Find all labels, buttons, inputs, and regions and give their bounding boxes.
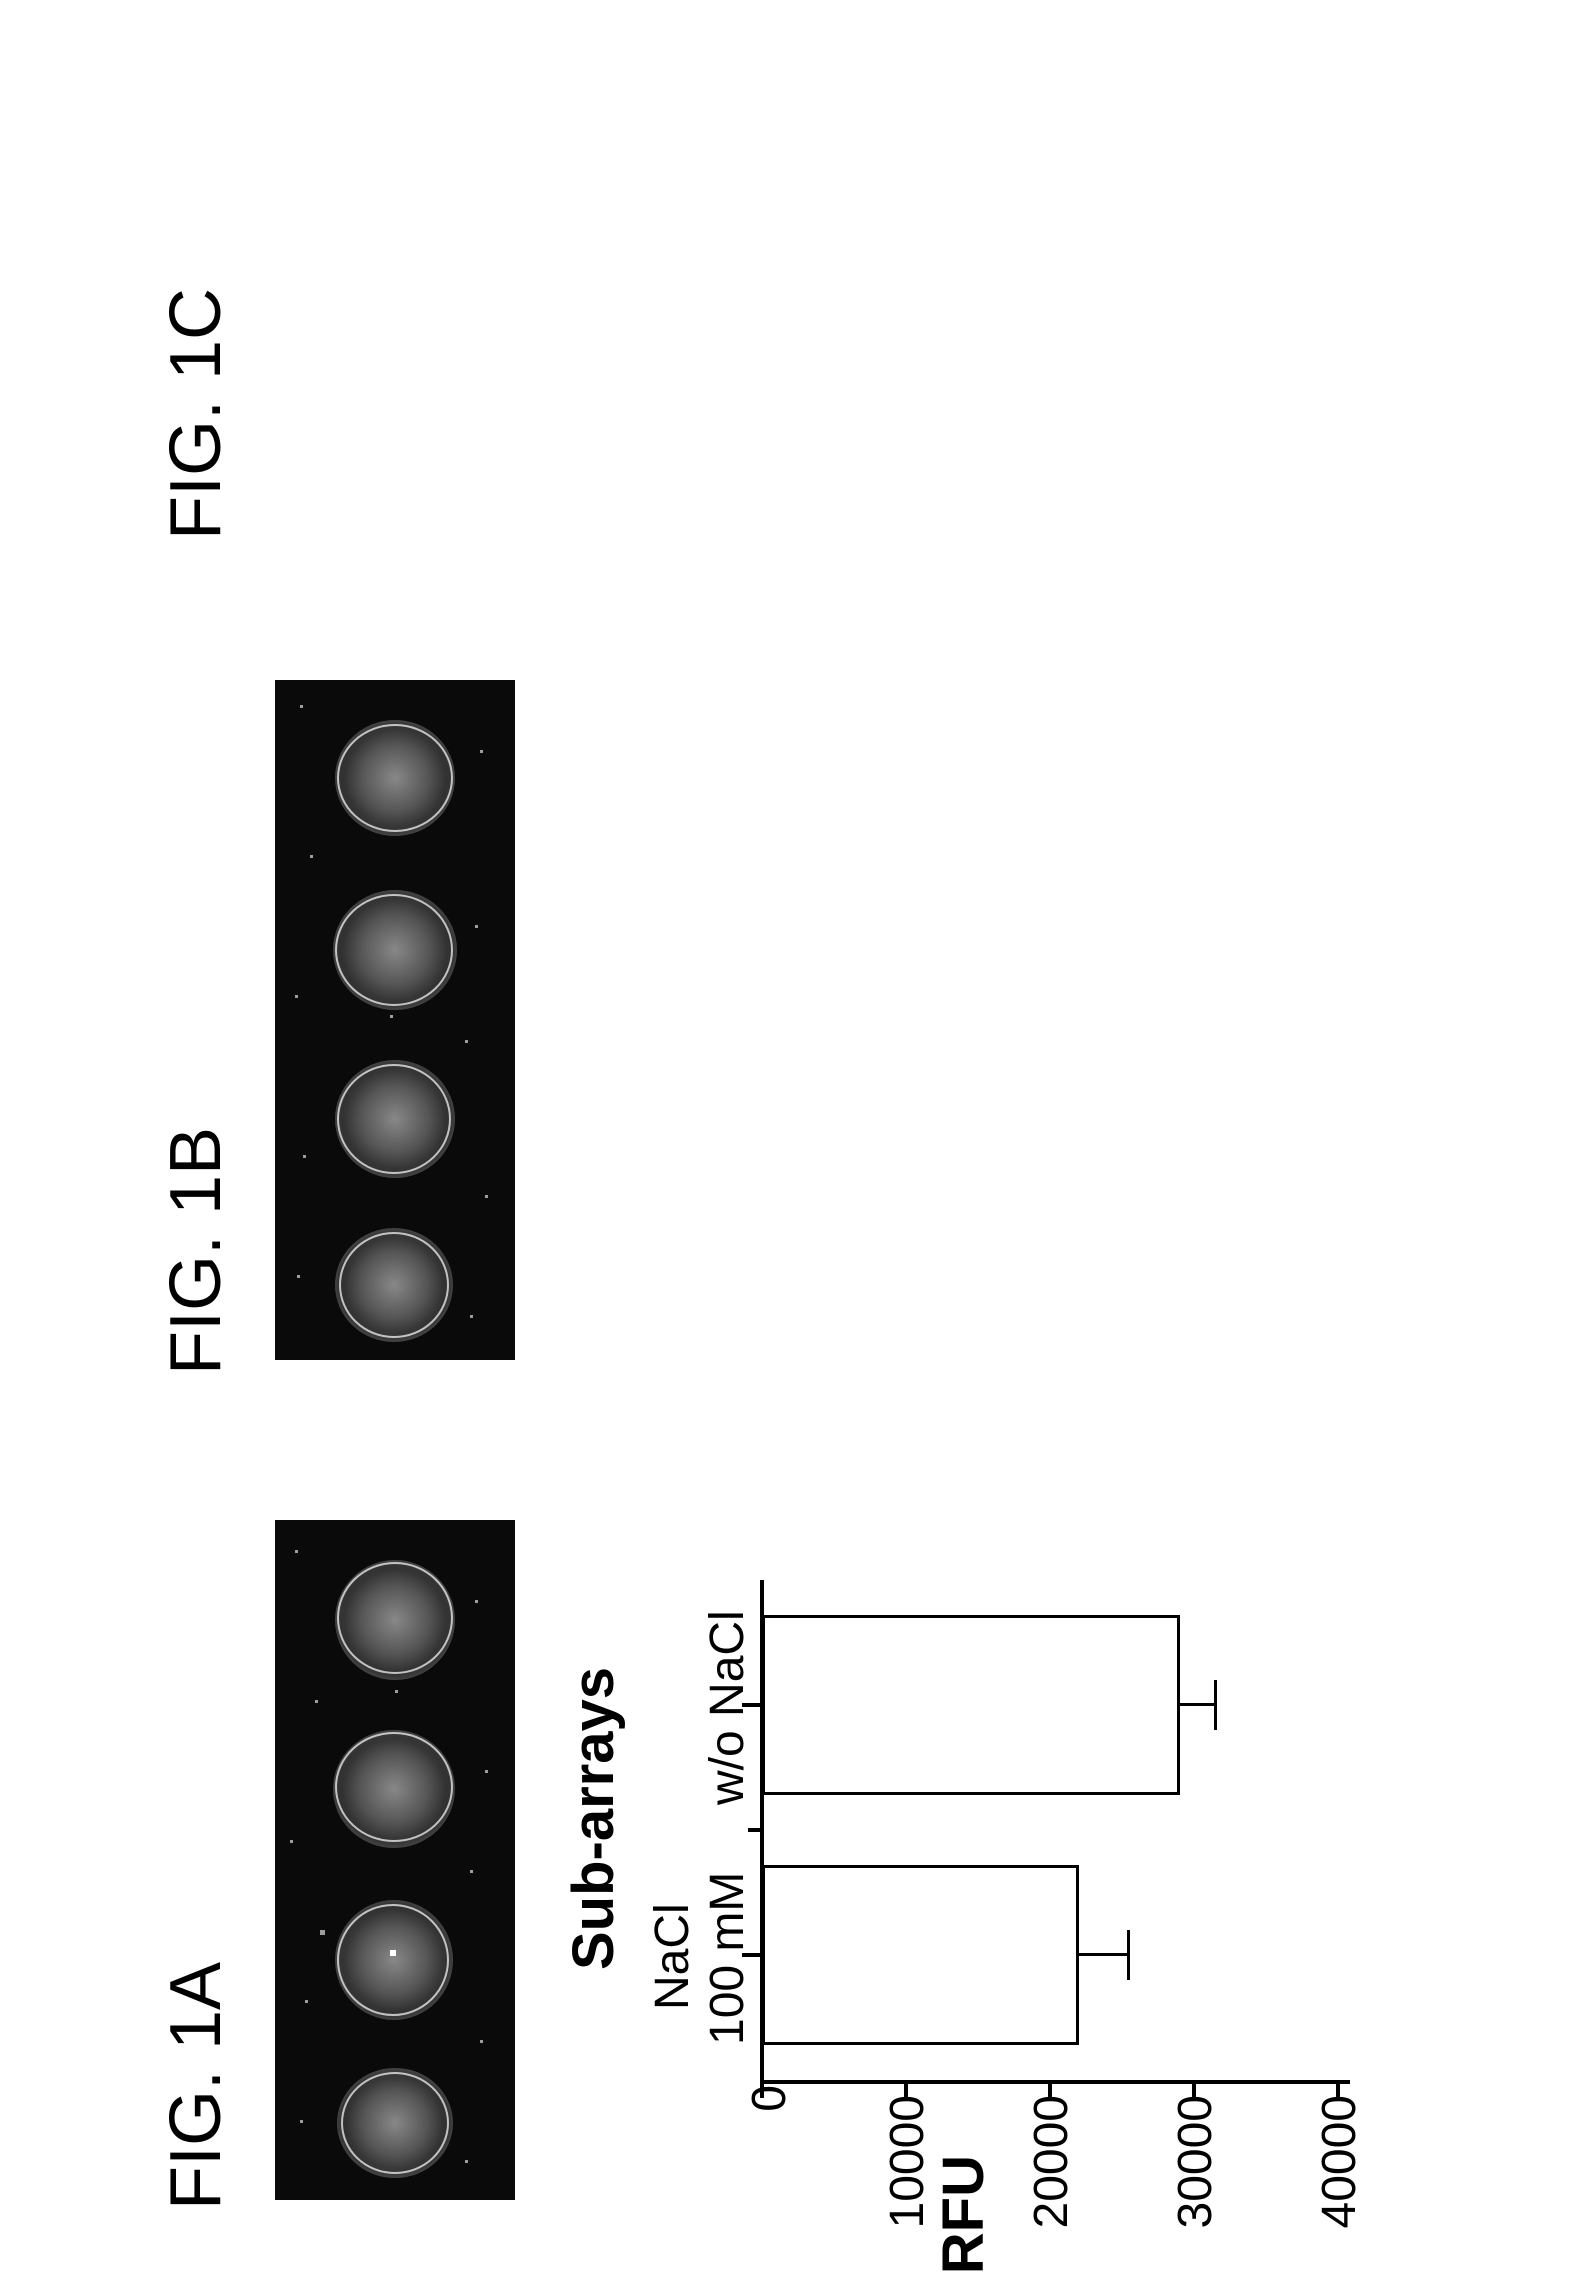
y-tick-label-0: 0 [742, 2085, 797, 2145]
errorbar-2-cap [1214, 1680, 1217, 1730]
bar-100mm-nacl [762, 1865, 1079, 2045]
bar-wo-nacl [762, 1615, 1180, 1795]
x-tick-label-2: w/o NaCl [700, 1610, 755, 1805]
y-axis-line [760, 2080, 1350, 2084]
errorbar-2-stem [1180, 1703, 1216, 1706]
figure-label-1a: FIG. 1A [155, 1962, 237, 2210]
x-axis-title: Sub-arrays [560, 1667, 627, 1970]
y-tick-label-2: 20000 [1024, 2095, 1079, 2255]
y-tick-label-1: 10000 [880, 2095, 935, 2255]
y-axis-title: RFU [930, 2155, 997, 2274]
y-axis-title-text: RFU [931, 2155, 996, 2274]
figure-label-1c: FIG. 1C [155, 288, 237, 540]
micrograph-1a [275, 1520, 515, 2200]
x-tick-center [748, 1828, 760, 1832]
y-tick-label-4: 40000 [1312, 2095, 1367, 2255]
x-tick-label-1-line1: 100 mM [700, 1872, 755, 2045]
errorbar-1-stem [1079, 1953, 1129, 1956]
errorbar-1-cap [1127, 1930, 1130, 1980]
bar-chart-1c: 0 10000 20000 30000 40000 RFU 100 mM NaC… [760, 60, 1530, 2160]
y-tick-label-3: 30000 [1168, 2095, 1223, 2255]
x-tick-label-1-line2: NaCl [645, 1903, 700, 2010]
x-axis-title-text: Sub-arrays [561, 1667, 626, 1970]
figure-label-1b: FIG. 1B [155, 1127, 237, 1375]
micrograph-1b [275, 680, 515, 1360]
